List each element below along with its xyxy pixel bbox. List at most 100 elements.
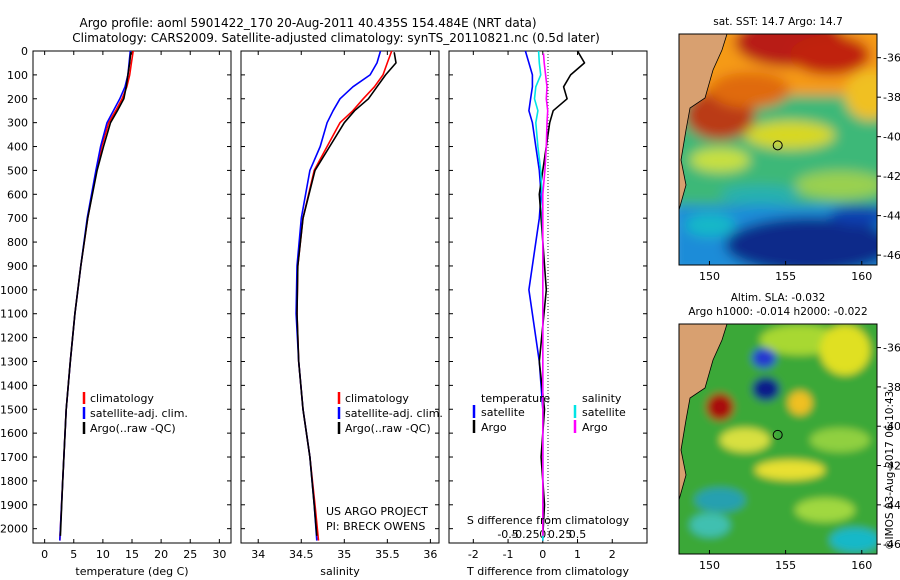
map-y-tick-label: -36	[883, 52, 900, 65]
map-y-tick-label: -36	[883, 342, 900, 355]
series-line-argo	[296, 52, 397, 536]
salinity-panel-frame	[240, 50, 440, 544]
depth-tick-label: 2000	[0, 523, 28, 536]
x-tick-label: -1	[503, 548, 514, 561]
depth-tick-label: 1700	[0, 451, 28, 464]
x-tick-label: 15	[125, 548, 139, 561]
map-y-tick-label: -44	[883, 210, 900, 223]
temperature-x-axis: 0 5 10 15 20 25 30	[41, 51, 226, 561]
sla-profile-marker	[772, 429, 783, 440]
difference-legend: temperature satellite Argo salinity sate…	[472, 392, 626, 434]
map-y-tick-label: -38	[883, 91, 900, 104]
legend-salinity-title: salinity	[582, 392, 622, 405]
depth-tick-label: 1100	[0, 308, 28, 321]
sla-field	[679, 324, 877, 554]
map-x-tick-label: 150	[699, 559, 720, 572]
map-y-tick-label: -46	[883, 249, 900, 262]
map-y-tick-label: -40	[883, 420, 900, 433]
series-line-argo	[59, 52, 132, 536]
x-tick-label: 0	[539, 548, 546, 561]
x-tick-label: 5	[70, 548, 77, 561]
map-x-tick-label: 155	[775, 270, 796, 283]
map-y-tick-label: -46	[883, 538, 900, 551]
sla-map-frame	[678, 323, 878, 555]
salinity-series	[295, 50, 397, 541]
series-line-climatology	[59, 50, 134, 541]
sla-map-title-line1: Altim. SLA: -0.032	[731, 292, 826, 304]
x-tick-label: -2	[468, 548, 479, 561]
credit-pi: PI: BRECK OWENS	[326, 520, 425, 533]
series-line-t-satellite	[524, 50, 544, 541]
temperature-difference-xlabel: T difference from climatology	[466, 565, 629, 578]
x-tick-label: 25	[183, 548, 197, 561]
depth-tick-label: 100	[7, 69, 28, 82]
depth-tick-label: 1000	[0, 284, 28, 297]
x-tick-label: 34.5	[289, 548, 314, 561]
temperature-legend: climatology satellite-adj. clim. Argo(..…	[82, 392, 188, 435]
x-tick-label: 20	[154, 548, 168, 561]
x-tick-label: -0.25	[511, 528, 539, 541]
depth-tick-label: 0	[21, 45, 28, 58]
depth-tick-label: 300	[7, 117, 28, 130]
series-line-s-argo	[541, 53, 549, 536]
map-y-tick-label: -44	[883, 499, 900, 512]
depth-tick-label: 1800	[0, 475, 28, 488]
sst-map-frame	[678, 33, 878, 266]
map-x-tick-label: 160	[851, 270, 872, 283]
x-tick-label: 2	[609, 548, 616, 561]
depth-tick-label: 1300	[0, 355, 28, 368]
temperature-xlabel: temperature (deg C)	[75, 565, 188, 578]
legend-satellite-label: satellite-adj. clim.	[90, 407, 188, 420]
sst-profile-marker	[772, 140, 783, 151]
depth-tick-label: 1500	[0, 403, 28, 416]
map-y-tick-label: -42	[883, 170, 900, 183]
x-tick-label: 10	[96, 548, 110, 561]
map-y-tick-label: -38	[883, 381, 900, 394]
depth-tick-label: 700	[7, 212, 28, 225]
legend-t-argo-label: Argo	[481, 421, 507, 434]
map-x-tick-label: 160	[851, 559, 872, 572]
figure-title-line1: Argo profile: aoml 5901422_170 20-Aug-20…	[79, 16, 536, 30]
legend-argo-label: Argo(..raw -QC)	[345, 422, 431, 435]
temperature-series	[59, 50, 134, 541]
sla-map	[679, 324, 877, 554]
x-tick-label: 36	[423, 548, 437, 561]
sst-field	[679, 34, 877, 265]
salinity-xlabel: salinity	[320, 565, 360, 578]
depth-tick-label: 1900	[0, 499, 28, 512]
x-tick-label: 30	[212, 548, 226, 561]
x-tick-label: 0	[41, 548, 48, 561]
map-x-tick-label: 155	[775, 559, 796, 572]
x-tick-label: 0.5	[569, 528, 587, 541]
credit-project: US ARGO PROJECT	[326, 505, 428, 518]
x-tick-label: 35.5	[375, 548, 400, 561]
depth-tick-label: 1400	[0, 379, 28, 392]
depth-tick-label: 800	[7, 236, 28, 249]
x-tick-label: -0.5	[497, 528, 518, 541]
map-y-tick-label: -40	[883, 131, 900, 144]
depth-tick-label: 600	[7, 188, 28, 201]
sla-map-title-line2: Argo h1000: -0.014 h2000: -0.022	[688, 306, 867, 318]
depth-tick-label: 400	[7, 141, 28, 154]
sla-map-axes: 150 155 160 -36 -38 -40 -42 -44 -46	[699, 342, 900, 572]
salinity-x-axis: 34 34.5 35 35.5 36	[251, 51, 437, 561]
legend-argo-label: Argo(..raw -QC)	[90, 422, 176, 435]
legend-climatology-label: climatology	[345, 392, 409, 405]
map-x-tick-label: 150	[699, 270, 720, 283]
depth-tick-label: 200	[7, 93, 28, 106]
difference-x-axis: -2 -1 0 1 2-0.5-0.25 0 0.250.5	[468, 51, 616, 561]
sst-map-title: sat. SST: 14.7 Argo: 14.7	[713, 16, 843, 28]
x-tick-label: 35	[337, 548, 351, 561]
imos-watermark: ©IMOS 03-Aug-2017 06:10:43	[884, 391, 896, 550]
legend-temperature-title: temperature	[481, 392, 550, 405]
legend-s-satellite-label: satellite	[582, 406, 626, 419]
legend-s-argo-label: Argo	[582, 421, 608, 434]
legend-satellite-label: satellite-adj. clim.	[345, 407, 443, 420]
difference-series	[524, 50, 586, 541]
depth-tick-label: 1200	[0, 332, 28, 345]
x-tick-label: 34	[251, 548, 265, 561]
x-tick-label: 0.25	[548, 528, 573, 541]
sst-coastline	[679, 34, 728, 211]
depth-tick-label: 900	[7, 260, 28, 273]
